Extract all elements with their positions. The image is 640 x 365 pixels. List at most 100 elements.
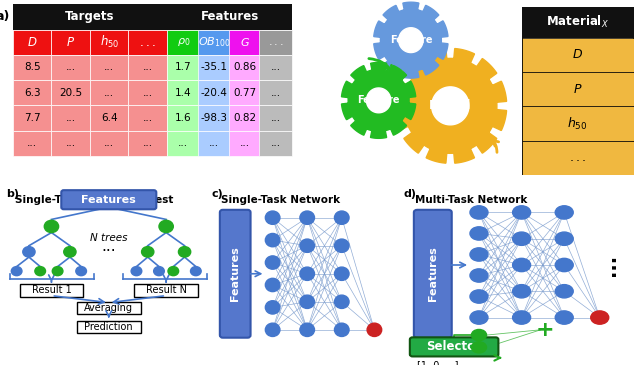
Text: $\mathit{\rho}_0$: $\mathit{\rho}_0$	[177, 36, 190, 48]
Text: Single-Task Network: Single-Task Network	[221, 195, 340, 205]
Circle shape	[556, 311, 573, 324]
Circle shape	[472, 330, 486, 341]
Text: c): c)	[211, 189, 223, 199]
Text: ...: ...	[104, 138, 114, 148]
Text: ...: ...	[102, 239, 116, 254]
Bar	[198, 131, 230, 156]
Circle shape	[335, 239, 349, 252]
Circle shape	[556, 206, 573, 219]
Text: $...$: $...$	[268, 37, 284, 47]
Polygon shape	[399, 28, 423, 53]
Circle shape	[266, 234, 280, 247]
Circle shape	[266, 301, 280, 314]
Circle shape	[131, 266, 142, 276]
Text: ...: ...	[209, 138, 220, 148]
Bar	[228, 105, 261, 131]
Circle shape	[76, 266, 86, 276]
Circle shape	[44, 220, 59, 233]
Circle shape	[470, 206, 488, 219]
Circle shape	[266, 211, 280, 224]
Text: 0.86: 0.86	[234, 62, 257, 73]
Text: 0.77: 0.77	[234, 88, 257, 98]
Circle shape	[35, 266, 45, 276]
Text: N trees: N trees	[90, 233, 127, 243]
Text: Material$_X$: Material$_X$	[546, 14, 609, 30]
Text: ...: ...	[240, 138, 250, 148]
Text: ...: ...	[271, 62, 281, 73]
Circle shape	[556, 258, 573, 272]
Circle shape	[266, 278, 280, 292]
Text: ...: ...	[271, 138, 281, 148]
Bar	[51, 30, 90, 55]
Bar	[522, 141, 634, 175]
FancyBboxPatch shape	[77, 302, 141, 314]
Circle shape	[470, 227, 488, 240]
Text: Selector: Selector	[427, 341, 482, 353]
Text: +: +	[536, 320, 555, 340]
Circle shape	[470, 311, 488, 324]
Bar	[228, 30, 261, 55]
Text: ...: ...	[600, 254, 619, 276]
Circle shape	[159, 220, 173, 233]
Circle shape	[472, 342, 486, 353]
Circle shape	[513, 232, 531, 245]
Bar	[90, 80, 129, 105]
Bar	[167, 55, 200, 80]
Text: $\mathit{P}$: $\mathit{P}$	[573, 82, 582, 96]
Circle shape	[513, 285, 531, 298]
Text: Prediction: Prediction	[84, 322, 133, 332]
Text: b): b)	[6, 189, 19, 199]
Text: Averaging: Averaging	[84, 303, 133, 313]
FancyBboxPatch shape	[134, 284, 198, 296]
Text: 6.3: 6.3	[24, 88, 40, 98]
Text: 7.7: 7.7	[24, 113, 40, 123]
Text: Features: Features	[230, 246, 240, 301]
Bar	[228, 80, 261, 105]
Text: ...: ...	[104, 62, 114, 73]
Circle shape	[335, 295, 349, 308]
Bar	[129, 131, 167, 156]
Text: Multi-Task Network: Multi-Task Network	[415, 195, 527, 205]
Bar	[522, 38, 634, 72]
Bar	[13, 80, 51, 105]
Text: ...: ...	[143, 138, 153, 148]
Bar	[259, 131, 292, 156]
Circle shape	[367, 323, 381, 337]
Circle shape	[470, 248, 488, 261]
Text: ...: ...	[271, 88, 281, 98]
Circle shape	[64, 247, 76, 257]
Text: $...$: $...$	[569, 151, 586, 165]
Bar	[90, 55, 129, 80]
Bar	[129, 30, 167, 55]
FancyBboxPatch shape	[61, 190, 156, 209]
Bar	[90, 105, 129, 131]
Circle shape	[300, 267, 314, 280]
Circle shape	[335, 323, 349, 337]
Circle shape	[335, 211, 349, 224]
Text: $\mathit{G}$: $\mathit{G}$	[240, 36, 250, 48]
Bar	[259, 30, 292, 55]
Circle shape	[154, 266, 164, 276]
Bar	[259, 55, 292, 80]
Bar	[13, 55, 51, 80]
Text: $\mathit{D}$: $\mathit{D}$	[27, 36, 37, 49]
Bar	[167, 80, 200, 105]
Text: ...: ...	[143, 62, 153, 73]
Text: Feature: Feature	[390, 35, 432, 45]
Circle shape	[470, 269, 488, 282]
Text: Model: Model	[429, 99, 472, 112]
Circle shape	[513, 206, 531, 219]
Bar	[51, 105, 90, 131]
Text: a): a)	[0, 10, 10, 23]
Bar	[198, 105, 230, 131]
Text: Result 1: Result 1	[31, 285, 71, 295]
Bar	[13, 105, 51, 131]
Bar	[167, 4, 292, 30]
Text: ...: ...	[27, 138, 37, 148]
Text: 1.7: 1.7	[175, 62, 191, 73]
Text: -98.3: -98.3	[201, 113, 228, 123]
Circle shape	[12, 266, 22, 276]
Text: 20.5: 20.5	[59, 88, 82, 98]
Bar	[129, 80, 167, 105]
Bar	[198, 30, 230, 55]
